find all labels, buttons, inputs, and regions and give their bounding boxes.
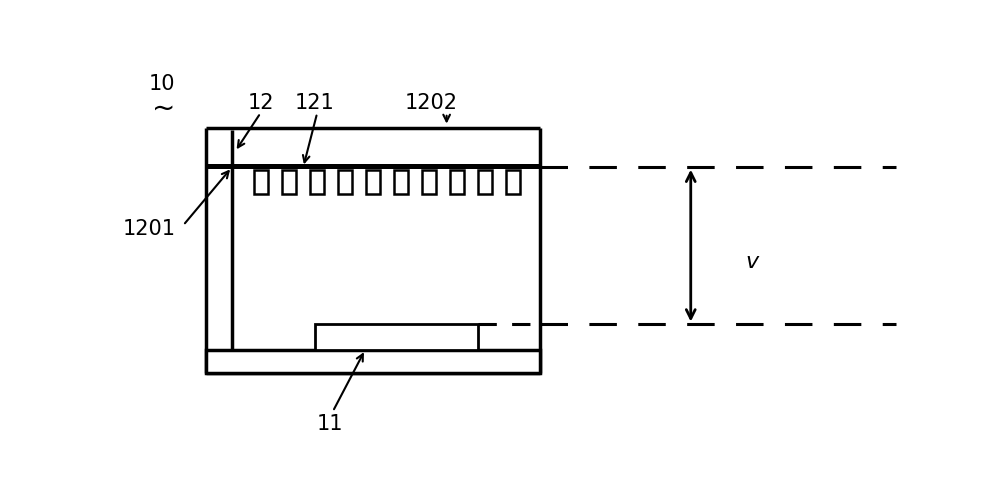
- Text: 10: 10: [148, 74, 175, 94]
- Bar: [506, 170, 520, 195]
- Bar: [206, 164, 540, 169]
- Bar: [254, 170, 268, 195]
- Bar: [478, 170, 492, 195]
- Bar: [338, 170, 352, 195]
- Text: 1202: 1202: [405, 93, 458, 113]
- Bar: [366, 170, 380, 195]
- Bar: [394, 170, 408, 195]
- Text: 11: 11: [317, 414, 344, 433]
- Bar: [422, 170, 436, 195]
- Text: 12: 12: [247, 93, 274, 113]
- Text: v: v: [745, 253, 758, 272]
- Bar: [310, 170, 324, 195]
- Bar: [450, 170, 464, 195]
- Text: 1201: 1201: [122, 219, 175, 239]
- Bar: [282, 170, 296, 195]
- Text: 121: 121: [295, 93, 335, 113]
- Text: ~: ~: [152, 95, 176, 123]
- Bar: [206, 350, 540, 373]
- Bar: [315, 325, 478, 350]
